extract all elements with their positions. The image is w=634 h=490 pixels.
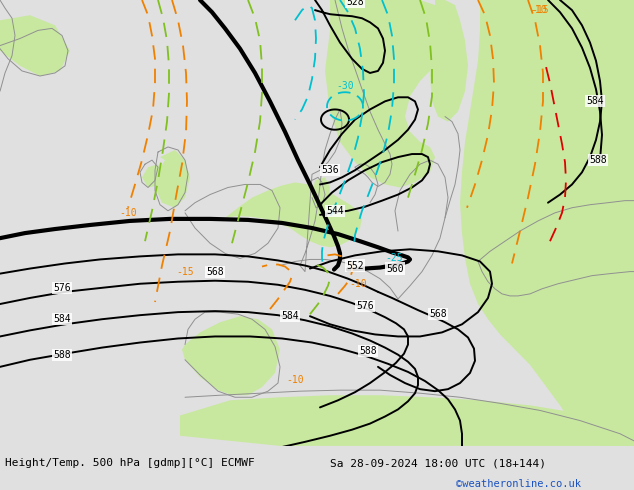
Text: 568: 568 bbox=[206, 267, 224, 276]
Text: ©weatheronline.co.uk: ©weatheronline.co.uk bbox=[456, 479, 581, 489]
Text: 588: 588 bbox=[53, 350, 71, 360]
Polygon shape bbox=[155, 150, 190, 208]
Polygon shape bbox=[312, 177, 330, 205]
Text: -10: -10 bbox=[529, 5, 547, 15]
Polygon shape bbox=[0, 15, 70, 76]
Text: 528: 528 bbox=[346, 0, 364, 7]
Text: -15: -15 bbox=[176, 267, 194, 276]
Polygon shape bbox=[180, 395, 634, 446]
Text: 560: 560 bbox=[386, 264, 404, 273]
Text: 588: 588 bbox=[589, 155, 607, 165]
Text: 576: 576 bbox=[356, 301, 374, 311]
Text: -10: -10 bbox=[349, 279, 367, 289]
Text: 544: 544 bbox=[326, 206, 344, 216]
Text: 584: 584 bbox=[586, 97, 604, 106]
Polygon shape bbox=[460, 0, 634, 446]
Text: 576: 576 bbox=[53, 283, 71, 293]
Text: Sa 28-09-2024 18:00 UTC (18+144): Sa 28-09-2024 18:00 UTC (18+144) bbox=[330, 458, 546, 468]
Text: -15: -15 bbox=[531, 5, 549, 15]
Text: 584: 584 bbox=[281, 311, 299, 321]
Text: 584: 584 bbox=[53, 314, 71, 324]
Text: -10: -10 bbox=[119, 208, 137, 218]
Polygon shape bbox=[182, 316, 280, 395]
Text: -10: -10 bbox=[286, 375, 304, 385]
Text: Height/Temp. 500 hPa [gdmp][°C] ECMWF: Height/Temp. 500 hPa [gdmp][°C] ECMWF bbox=[5, 458, 255, 468]
Polygon shape bbox=[325, 0, 450, 188]
Text: 552: 552 bbox=[346, 261, 364, 270]
Text: -30: -30 bbox=[336, 81, 354, 91]
Polygon shape bbox=[225, 182, 362, 247]
Text: -25: -25 bbox=[385, 253, 403, 264]
Text: 568: 568 bbox=[429, 309, 447, 319]
Text: 588: 588 bbox=[359, 345, 377, 356]
Text: 536: 536 bbox=[321, 165, 339, 175]
Polygon shape bbox=[530, 282, 634, 334]
Polygon shape bbox=[430, 0, 468, 122]
Polygon shape bbox=[142, 164, 162, 188]
